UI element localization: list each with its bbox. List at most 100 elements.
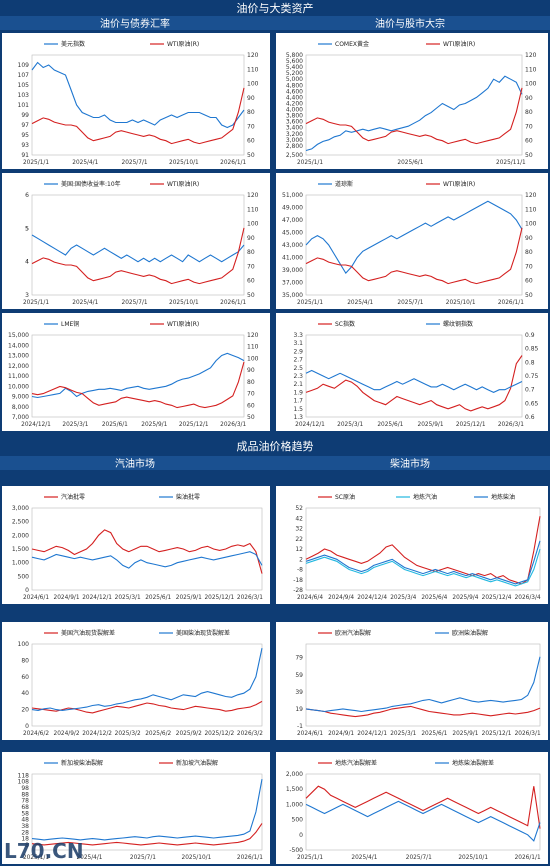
series-line: [305, 355, 523, 412]
y-tick-label: 4: [25, 259, 29, 266]
y2-tick-label: 110: [525, 206, 537, 213]
y-tick-label: 10,000: [8, 383, 29, 390]
y2-tick-label: 70: [525, 263, 533, 270]
x-tick-label: 2026/3/1: [498, 422, 524, 428]
chart-panel-0: 91 93 95 97 99 101 103 105 107 109 50 60 70 80 90 100 11…: [2, 33, 270, 169]
y-tick-label: 93: [21, 142, 29, 149]
y-tick-label: 118: [18, 772, 30, 779]
plot-frame: [31, 334, 245, 418]
y-tick-label: 32: [295, 526, 303, 533]
y-tick-label: 8: [25, 842, 29, 849]
x-tick-label: 2025/6/4: [421, 595, 447, 601]
y-tick-label: -1: [297, 723, 303, 730]
x-tick-label: 2024/12/2: [82, 731, 112, 737]
series-line: [305, 369, 523, 394]
legend-label: 地炼汽油: [413, 493, 437, 501]
y2-tick-label: 60: [525, 138, 533, 145]
y2-tick-label: 120: [247, 332, 259, 339]
x-tick-label: 2026/3/4: [515, 595, 541, 601]
y-tick-label: 35,000: [282, 292, 303, 299]
y-tick-label: 5,200: [286, 70, 303, 77]
x-tick-label: 2026/3/1: [237, 595, 263, 601]
x-tick-label: 2025/1/1: [23, 855, 49, 861]
y-tick-label: 5: [25, 225, 29, 232]
chart-background: [276, 622, 548, 740]
y-tick-label: 3,800: [286, 113, 303, 120]
y-tick-label: 108: [18, 779, 30, 786]
legend-label: 地炼柴油: [491, 493, 515, 501]
legend-label: WTI原油(R): [167, 320, 199, 328]
y2-tick-label: 80: [247, 379, 255, 386]
subheader-equity-commodity: 油价与股市大宗: [375, 17, 445, 30]
x-tick-label: 2024/6/1: [23, 595, 49, 601]
y2-tick-label: 100: [247, 221, 259, 228]
y2-tick-label: 90: [525, 95, 533, 102]
y-tick-label: 51,000: [282, 192, 303, 199]
y-tick-label: 5,000: [286, 76, 303, 83]
x-tick-label: 2025/6/1: [145, 595, 171, 601]
y2-tick-label: 90: [247, 235, 255, 242]
series-line: [305, 75, 523, 152]
y2-tick-label: 50: [247, 152, 255, 159]
x-tick-label: 2025/1/1: [23, 160, 49, 166]
legend-label: WTI原油(R): [443, 40, 475, 48]
series-line: [31, 529, 263, 574]
x-tick-label: 2025/4/1: [76, 855, 102, 861]
series-line: [31, 234, 245, 263]
x-tick-label: 2025/10/1: [169, 160, 199, 166]
y2-tick-label: 80: [525, 249, 533, 256]
y-tick-label: 101: [18, 102, 30, 109]
y-tick-label: 98: [21, 785, 29, 792]
x-tick-label: 2025/3/1: [390, 731, 416, 737]
legend-label: LME铜: [61, 320, 79, 328]
chart-background: [276, 33, 548, 169]
chart-panel-3: 35,000 37,000 39,000 41,000 43,000 45,000 47,0…: [276, 173, 548, 309]
legend-label: 道琼斯: [335, 180, 353, 188]
y-tick-label: 47,000: [282, 217, 303, 224]
y-tick-label: 12: [295, 546, 303, 553]
y-tick-label: 2.5: [293, 365, 303, 372]
legend-label: 美国柴油现货裂解差: [176, 629, 230, 637]
x-tick-label: 2025/7/1: [122, 300, 148, 306]
y2-tick-label: 100: [247, 81, 259, 88]
x-tick-label: 2025/3/1: [115, 595, 141, 601]
x-tick-label: 2024/12/4: [357, 595, 387, 601]
legend-label: 柴油批零: [176, 493, 200, 501]
x-tick-label: 2025/10/1: [458, 855, 488, 861]
x-tick-label: 2025/7/1: [130, 855, 156, 861]
plot-frame: [31, 643, 263, 727]
x-tick-label: 2026/1/1: [220, 160, 246, 166]
y2-tick-label: 60: [525, 278, 533, 285]
y2-tick-label: 120: [247, 52, 259, 59]
watermark-logo: L70.CN: [4, 839, 84, 863]
y2-tick-label: 100: [525, 81, 537, 88]
y-tick-label: 2,000: [12, 532, 29, 539]
x-tick-label: 2025/1/1: [297, 160, 323, 166]
x-tick-label: 2024/12/1: [82, 595, 112, 601]
y2-tick-label: 0.9: [525, 332, 535, 339]
y-tick-label: -500: [289, 847, 303, 854]
y2-tick-label: 120: [525, 192, 537, 199]
y2-tick-label: 50: [525, 152, 533, 159]
y-tick-label: 1.9: [293, 389, 303, 396]
y-tick-label: 1,000: [12, 560, 29, 567]
y-tick-label: 1,500: [12, 546, 29, 553]
x-tick-label: 2025/7/1: [406, 855, 432, 861]
y2-tick-label: 0.75: [525, 373, 539, 380]
y-tick-label: 500: [292, 817, 304, 824]
y-tick-label: 2.3: [293, 373, 303, 380]
legend-label: SC原油: [335, 493, 355, 501]
y2-tick-label: 110: [247, 206, 259, 213]
x-tick-label: 2024/12/1: [357, 731, 387, 737]
y-tick-label: 4,600: [286, 88, 303, 95]
x-tick-label: 2026/1/1: [237, 855, 263, 861]
legend-label: 欧洲柴油裂解: [452, 629, 488, 637]
y-tick-label: 22: [295, 536, 303, 543]
x-tick-label: 2024/12/1: [295, 422, 325, 428]
legend-label: WTI原油(R): [167, 40, 199, 48]
y-tick-label: 4,800: [286, 82, 303, 89]
series-line: [305, 87, 523, 145]
